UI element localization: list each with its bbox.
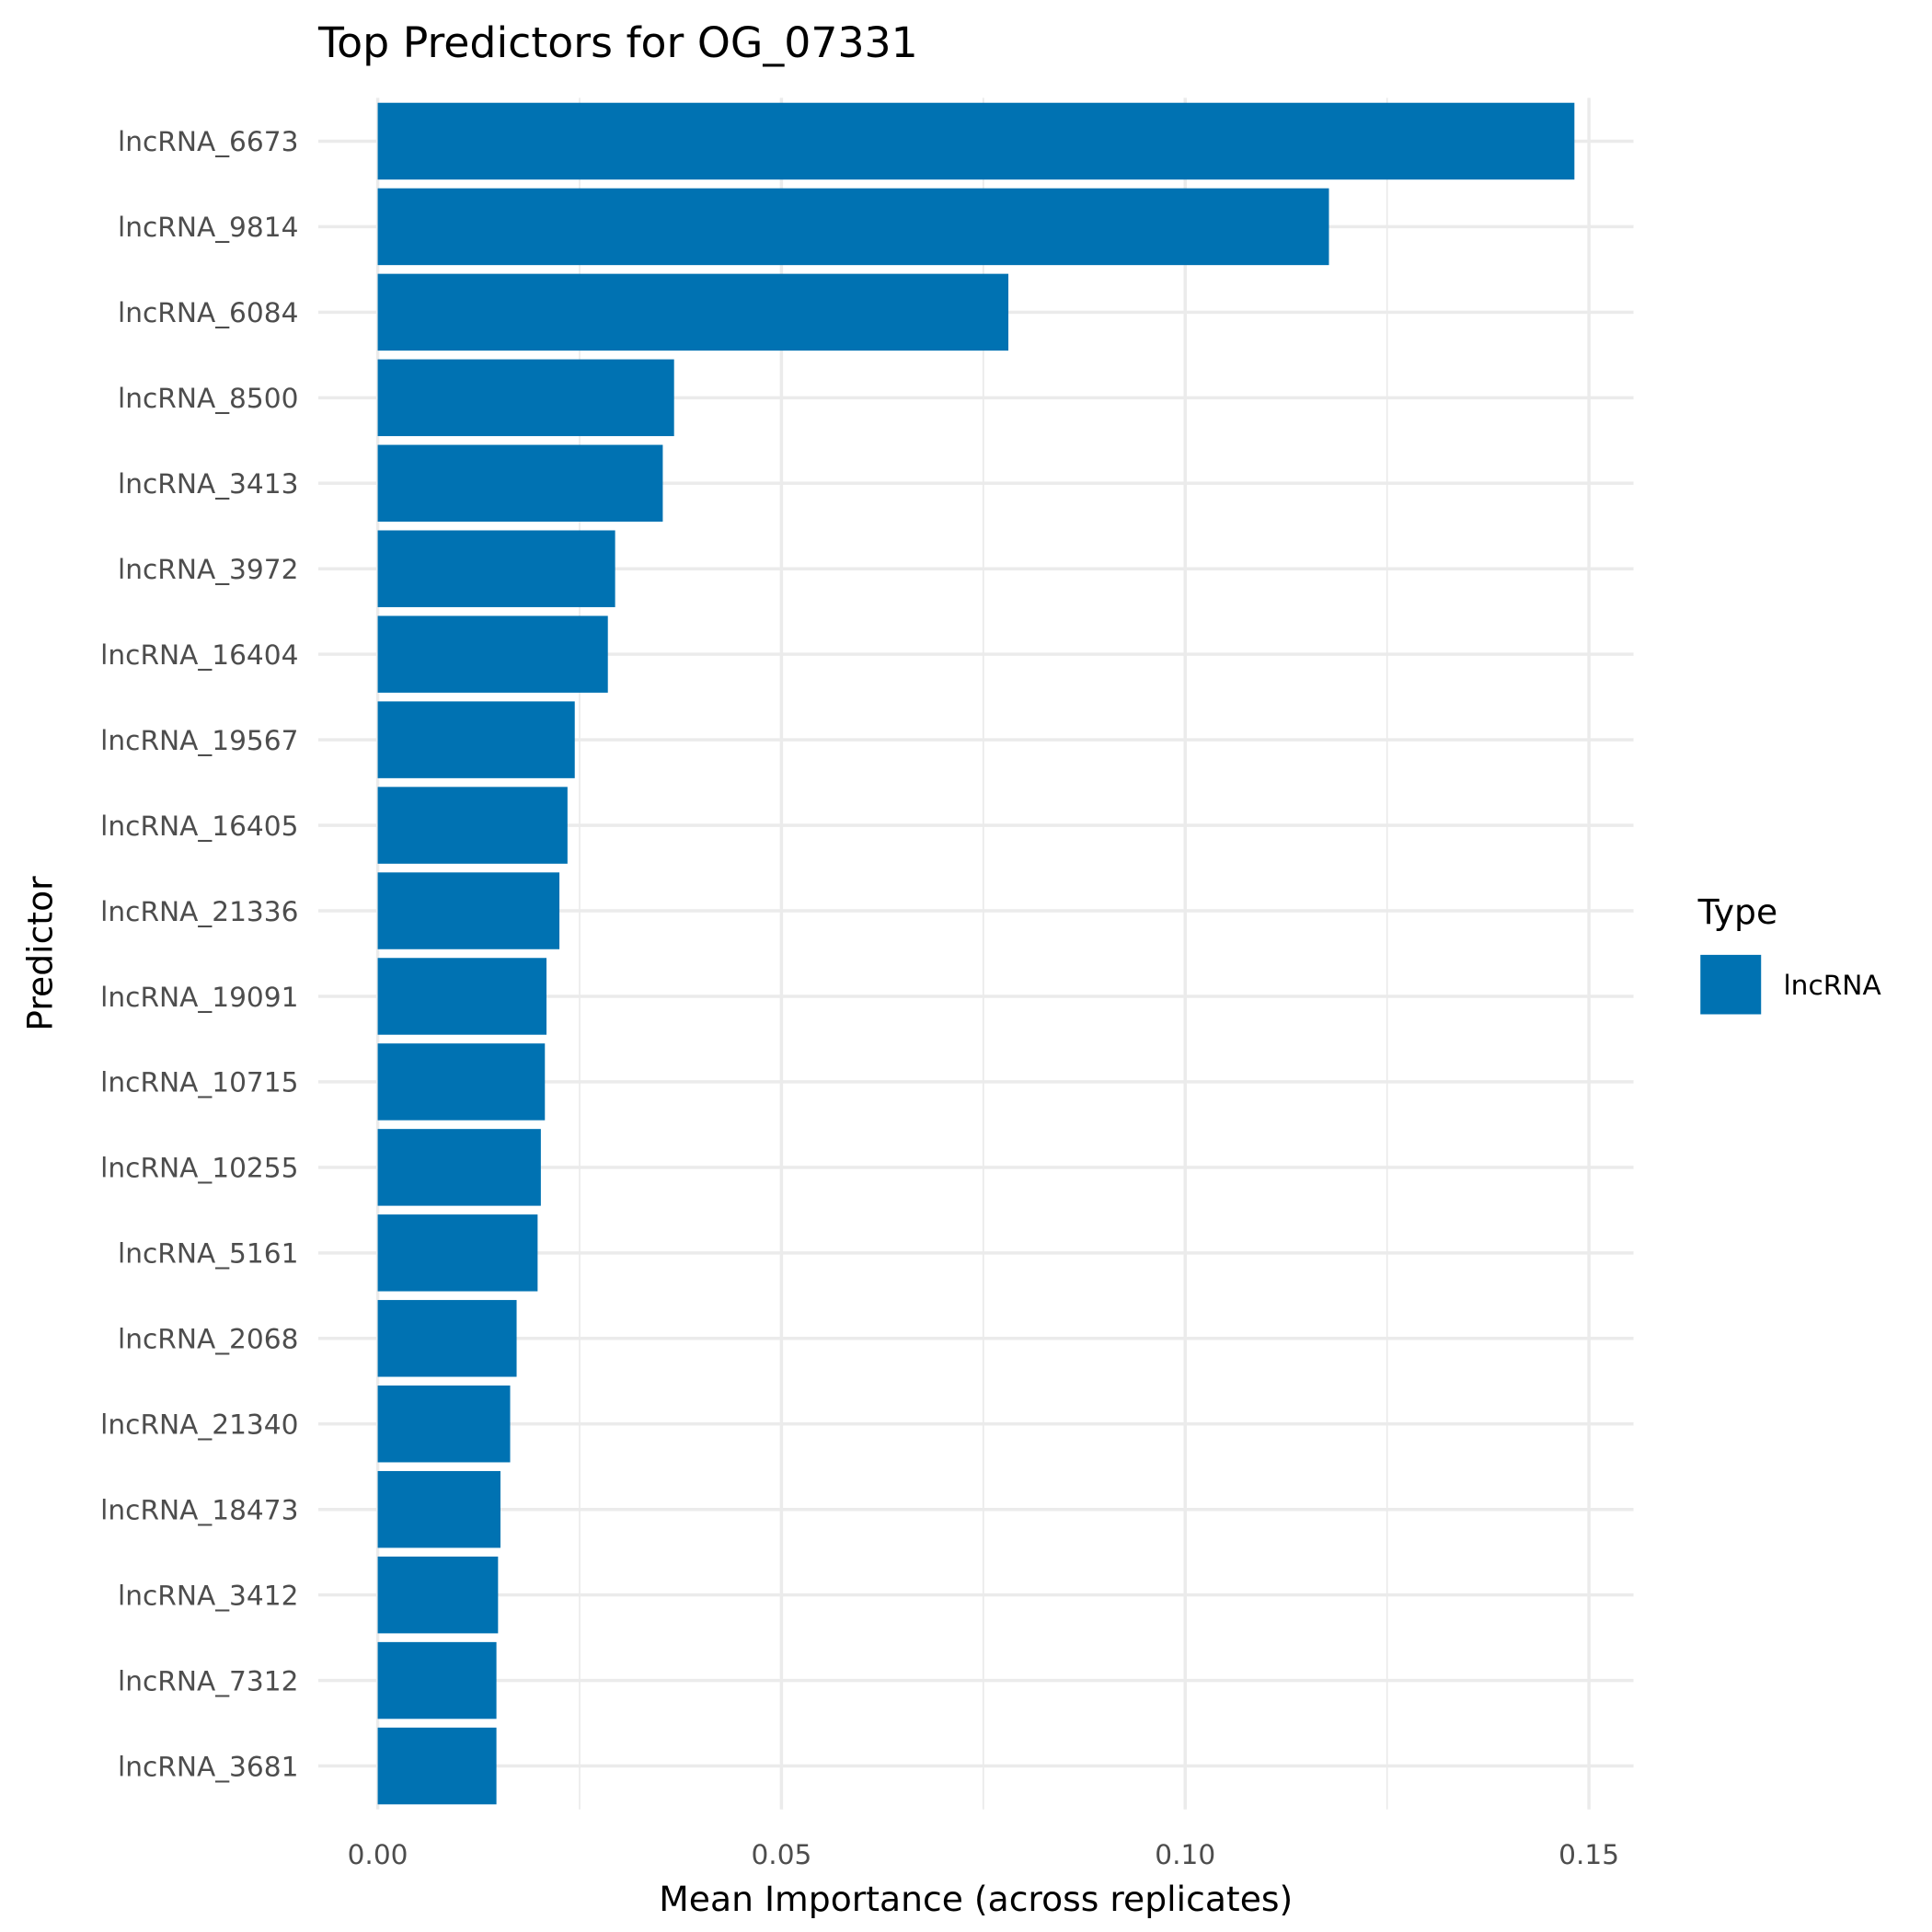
bar-lncRNA_3413 — [377, 444, 663, 522]
bar-lncRNA_6084 — [377, 273, 1009, 351]
legend-swatch — [1700, 954, 1762, 1015]
y-tick-label: lncRNA_2068 — [118, 1324, 298, 1355]
bar-lncRNA_5161 — [377, 1214, 538, 1292]
y-tick-label: lncRNA_3972 — [118, 554, 298, 585]
bar-lncRNA_19567 — [377, 701, 575, 778]
bar-lncRNA_8500 — [377, 359, 674, 437]
bar-lncRNA_9814 — [377, 188, 1329, 266]
bar-lncRNA_18473 — [377, 1470, 500, 1548]
y-tick-label: lncRNA_3413 — [118, 468, 298, 500]
bar-lncRNA_21340 — [377, 1386, 511, 1463]
y-tick-label: lncRNA_21336 — [100, 896, 298, 927]
x-tick-labels: 0.00 0.05 0.10 0.15 — [348, 1839, 1619, 1870]
bar-lncRNA_19091 — [377, 958, 547, 1035]
bar-lncRNA_10715 — [377, 1043, 546, 1121]
y-tick-label: lncRNA_7312 — [118, 1665, 298, 1696]
chart-title: Top Predictors for OG_07331 — [317, 18, 918, 67]
grid-lines — [317, 98, 1634, 1810]
y-tick-label: lncRNA_10715 — [100, 1067, 298, 1098]
bars — [377, 102, 1575, 1805]
y-tick-label: lncRNA_6673 — [118, 126, 298, 157]
bar-lncRNA_3972 — [377, 530, 615, 607]
x-tick-label: 0.15 — [1558, 1839, 1619, 1870]
y-tick-label: lncRNA_6084 — [118, 297, 298, 328]
y-tick-label: lncRNA_3681 — [118, 1751, 298, 1782]
bar-lncRNA_6673 — [377, 102, 1575, 180]
y-tick-label: lncRNA_5161 — [118, 1238, 298, 1270]
x-axis-title: Mean Importance (across replicates) — [659, 1879, 1293, 1919]
y-tick-label: lncRNA_16405 — [100, 811, 298, 842]
y-axis-title: Predictor — [20, 876, 61, 1031]
bar-lncRNA_10255 — [377, 1129, 541, 1206]
y-tick-label: lncRNA_21340 — [100, 1409, 298, 1441]
bar-lncRNA_3412 — [377, 1556, 499, 1634]
y-tick-label: lncRNA_18473 — [100, 1494, 298, 1525]
legend-label: lncRNA — [1783, 970, 1881, 1001]
bar-lncRNA_7312 — [377, 1641, 497, 1719]
bar-lncRNA_16405 — [377, 787, 568, 864]
bar-lncRNA_2068 — [377, 1300, 517, 1377]
y-tick-label: lncRNA_8500 — [118, 383, 298, 414]
y-tick-label: lncRNA_9814 — [118, 212, 298, 243]
legend-title: Type — [1697, 891, 1778, 932]
x-tick-label: 0.00 — [348, 1839, 408, 1870]
bar-lncRNA_21336 — [377, 872, 560, 949]
x-tick-label: 0.05 — [751, 1839, 811, 1870]
y-tick-label: lncRNA_3412 — [118, 1580, 298, 1611]
y-tick-label: lncRNA_10255 — [100, 1153, 298, 1184]
bar-lncRNA_3681 — [377, 1727, 497, 1805]
y-tick-label: lncRNA_19567 — [100, 725, 298, 756]
x-tick-label: 0.10 — [1155, 1839, 1215, 1870]
y-tick-label: lncRNA_19091 — [100, 982, 298, 1013]
y-tick-labels: lncRNA_6673 lncRNA_9814 lncRNA_6084 lncRNA_… — [100, 126, 298, 1782]
y-tick-label: lncRNA_16404 — [100, 639, 298, 671]
bar-lncRNA_16404 — [377, 615, 608, 693]
